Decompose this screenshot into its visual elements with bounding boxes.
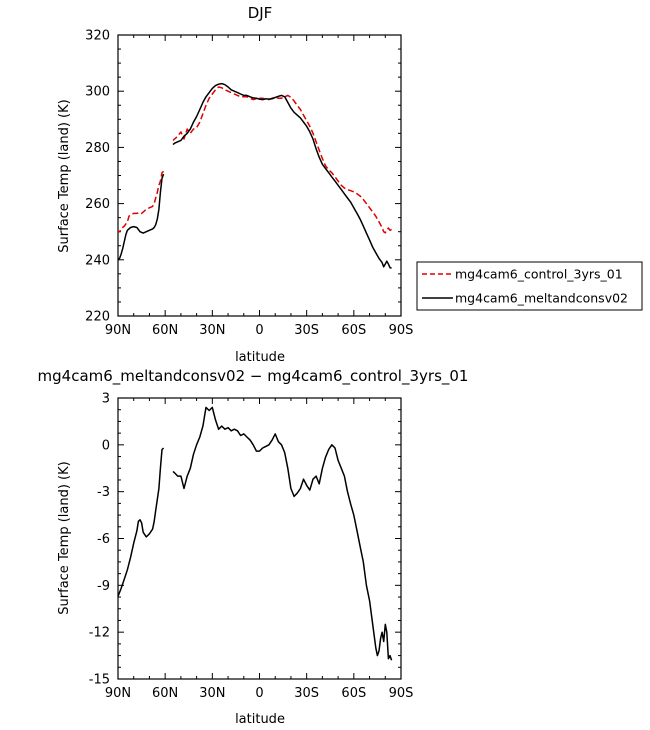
x-tick-label: 60N [152, 323, 178, 338]
series-line-series-0 [117, 447, 165, 597]
bottom-panel-chart: mg4cam6_meltandconsv02 − mg4cam6_control… [38, 367, 469, 727]
series-line-mg4cam6_control_3yrs_01 [172, 86, 392, 234]
plot-frame [117, 34, 402, 317]
y-tick-label: 3 [102, 392, 110, 407]
series-line-mg4cam6_meltandconsv02 [172, 82, 392, 269]
x-tick-label: 90S [389, 323, 414, 338]
series-line-mg4cam6_meltandconsv02 [117, 173, 165, 261]
y-tick-label: 320 [85, 29, 110, 44]
x-tick-label: 90N [105, 686, 131, 701]
x-tick-label: 30S [294, 323, 319, 338]
y-tick-label: -12 [89, 626, 110, 641]
x-tick-label: 60S [341, 323, 366, 338]
chart-title-top: DJF [248, 4, 273, 22]
x-tick-label: 30S [294, 686, 319, 701]
top-panel-chart: DJF Surface Temp (land) (K) latitude 90N… [57, 4, 413, 365]
x-tick-label: 0 [255, 686, 263, 701]
x-tick-label: 30N [199, 323, 225, 338]
x-tick-label: 60N [152, 686, 178, 701]
x-axis-title-top: latitude [235, 350, 285, 365]
y-tick-label: 220 [85, 310, 110, 325]
y-tick-label: 240 [85, 253, 110, 268]
series-line-series-0 [172, 406, 393, 661]
y-tick-label: -3 [97, 485, 110, 500]
legend-box [416, 261, 643, 311]
legend: mg4cam6_control_3yrs_01 mg4cam6_meltandc… [416, 261, 643, 311]
x-axis-title-bottom: latitude [235, 712, 285, 727]
chart-title-bottom: mg4cam6_meltandconsv02 − mg4cam6_control… [38, 367, 469, 386]
y-axis-title-bottom: Surface Temp (land) (K) [57, 461, 72, 614]
y-tick-label: -15 [89, 673, 110, 688]
x-tick-label: 0 [255, 323, 263, 338]
y-tick-label: -6 [97, 532, 110, 547]
y-tick-label: 280 [85, 141, 110, 156]
legend-label-meltandconsv: mg4cam6_meltandconsv02 [455, 291, 628, 306]
y-axis-title-top: Surface Temp (land) (K) [57, 99, 72, 252]
x-tick-label: 90N [105, 323, 131, 338]
y-tick-label: 300 [85, 85, 110, 100]
series-line-mg4cam6_control_3yrs_01 [118, 170, 165, 233]
legend-label-control: mg4cam6_control_3yrs_01 [455, 267, 623, 282]
y-tick-label: 260 [85, 197, 110, 212]
x-tick-label: 30N [199, 686, 225, 701]
x-tick-label: 60S [341, 686, 366, 701]
y-tick-label: 0 [102, 438, 110, 453]
y-tick-label: -9 [97, 579, 110, 594]
x-tick-label: 90S [389, 686, 414, 701]
